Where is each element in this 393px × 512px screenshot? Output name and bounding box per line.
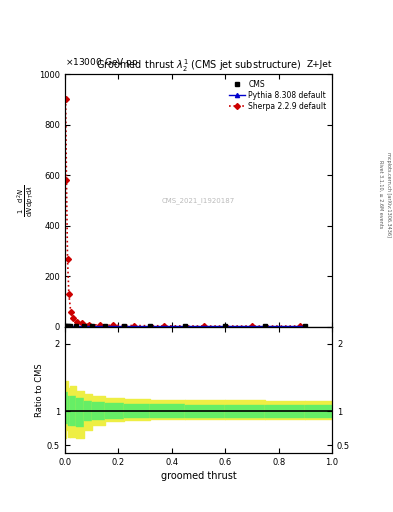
Pythia 8.308 default <box>183 323 187 329</box>
Y-axis label: $\frac{1}{\mathrm{d}N}\frac{\mathrm{d}^{2}N}{\mathrm{d}p_{T}\mathrm{d}\lambda}$: $\frac{1}{\mathrm{d}N}\frac{\mathrm{d}^{… <box>15 184 36 217</box>
Pythia 8.308 default <box>68 323 73 329</box>
Sherpa 2.2.9 default <box>71 315 76 322</box>
Legend: CMS, Pythia 8.308 default, Sherpa 2.2.9 default: CMS, Pythia 8.308 default, Sherpa 2.2.9 … <box>228 78 328 113</box>
Sherpa 2.2.9 default <box>75 318 79 325</box>
Text: mcplots.cern.ch [arXiv:1306.3436]: mcplots.cern.ch [arXiv:1306.3436] <box>386 152 391 237</box>
Pythia 8.308 default <box>148 323 153 329</box>
CMS <box>68 323 73 329</box>
Pythia 8.308 default <box>89 323 94 329</box>
Y-axis label: Ratio to CMS: Ratio to CMS <box>35 363 44 417</box>
Line: CMS: CMS <box>62 324 308 329</box>
Pythia 8.308 default <box>263 323 268 329</box>
Line: Sherpa 2.2.9 default: Sherpa 2.2.9 default <box>64 97 302 328</box>
Pythia 8.308 default <box>223 323 228 329</box>
CMS <box>62 323 67 329</box>
Pythia 8.308 default <box>81 323 86 329</box>
Sherpa 2.2.9 default <box>202 323 206 329</box>
Line: Pythia 8.308 default: Pythia 8.308 default <box>63 324 307 328</box>
CMS <box>121 323 126 329</box>
Sherpa 2.2.9 default <box>110 322 115 328</box>
Text: Z+Jet: Z+Jet <box>307 60 332 69</box>
Pythia 8.308 default <box>121 323 126 329</box>
CMS <box>73 323 78 329</box>
Sherpa 2.2.9 default <box>68 309 73 315</box>
Pythia 8.308 default <box>65 323 70 329</box>
Sherpa 2.2.9 default <box>64 177 69 183</box>
CMS <box>223 323 228 329</box>
CMS <box>263 323 268 329</box>
CMS <box>148 323 153 329</box>
Text: CMS_2021_I1920187: CMS_2021_I1920187 <box>162 197 235 204</box>
Sherpa 2.2.9 default <box>97 322 102 328</box>
Sherpa 2.2.9 default <box>86 322 91 328</box>
Sherpa 2.2.9 default <box>66 291 71 297</box>
CMS <box>89 323 94 329</box>
Pythia 8.308 default <box>73 323 78 329</box>
Title: Groomed thrust $\lambda_2^1$ (CMS jet substructure): Groomed thrust $\lambda_2^1$ (CMS jet su… <box>96 57 301 74</box>
Sherpa 2.2.9 default <box>250 323 254 329</box>
X-axis label: groomed thrust: groomed thrust <box>161 471 236 481</box>
Sherpa 2.2.9 default <box>298 323 302 329</box>
Text: $\times$13000 GeV pp: $\times$13000 GeV pp <box>65 56 138 69</box>
Pythia 8.308 default <box>103 323 107 329</box>
Pythia 8.308 default <box>303 323 308 329</box>
CMS <box>303 323 308 329</box>
CMS <box>81 323 86 329</box>
CMS <box>64 323 68 329</box>
Text: Rivet 3.1.10, ≥ 2.6M events: Rivet 3.1.10, ≥ 2.6M events <box>378 160 383 229</box>
Pythia 8.308 default <box>64 323 68 329</box>
CMS <box>103 323 107 329</box>
Sherpa 2.2.9 default <box>80 320 84 326</box>
CMS <box>183 323 187 329</box>
CMS <box>65 323 70 329</box>
Sherpa 2.2.9 default <box>132 323 137 329</box>
Sherpa 2.2.9 default <box>65 255 70 262</box>
Pythia 8.308 default <box>62 323 67 329</box>
Sherpa 2.2.9 default <box>63 96 68 102</box>
Sherpa 2.2.9 default <box>162 323 166 329</box>
